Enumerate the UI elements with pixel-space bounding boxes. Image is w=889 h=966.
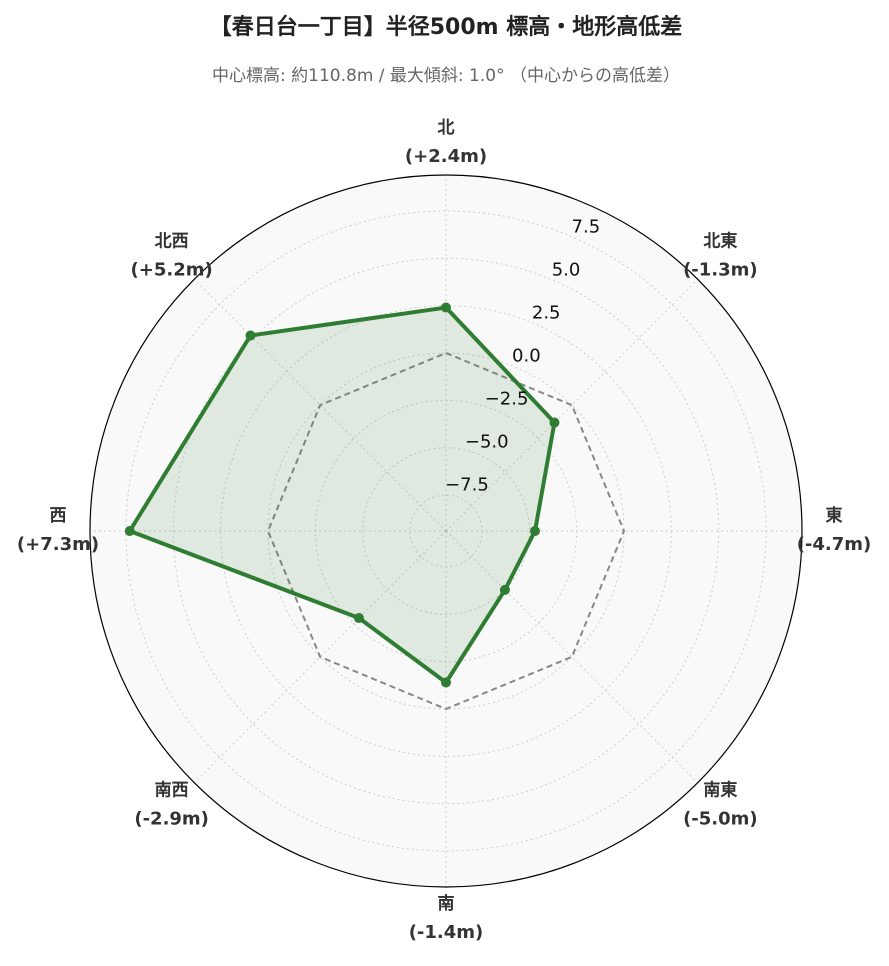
spoke: [445, 278, 699, 532]
value-label: (-1.3m): [683, 260, 758, 281]
spoke: [193, 530, 447, 784]
data-point: [353, 613, 364, 624]
grid-circle: [362, 447, 530, 615]
data-point: [124, 526, 135, 536]
r-tick-label: −2.5: [485, 389, 529, 410]
category-label: 東: [826, 505, 843, 526]
data-point: [441, 302, 451, 313]
data-point: [530, 526, 540, 536]
r-tick-label: 2.5: [532, 303, 561, 324]
baseline: [266, 351, 626, 711]
data-point: [499, 584, 510, 595]
data-point: [441, 677, 451, 688]
category-label: 北: [438, 118, 455, 138]
category-label: 北西: [155, 232, 189, 252]
value-label: (+2.4m): [405, 146, 487, 167]
outer-ring: [89, 174, 803, 888]
chart-title: 【春日台一丁目】半径500m 標高・地形高低差: [210, 14, 683, 40]
value-label: (+5.2m): [131, 260, 213, 281]
category-label: 南西: [155, 779, 189, 800]
value-label: (+7.3m): [17, 534, 99, 555]
r-tick-label: −7.5: [445, 475, 489, 496]
category-label: 南東: [703, 779, 737, 800]
data-point: [245, 330, 256, 341]
data-point: [549, 417, 560, 428]
category-label: 北東: [703, 231, 737, 252]
grid-circle: [172, 257, 720, 805]
value-label: (-1.4m): [409, 922, 484, 943]
r-tick-label: −5.0: [465, 432, 509, 453]
r-tick-label: 5.0: [552, 260, 581, 281]
spoke: [193, 278, 447, 532]
value-label: (-4.7m): [797, 534, 872, 555]
chart-subtitle: 中心標高: 約110.8m / 最大傾斜: 1.0° （中心からの高低差）: [212, 66, 680, 86]
r-tick-label: 7.5: [572, 217, 601, 238]
value-label: (-2.9m): [134, 808, 209, 829]
category-label: 南: [438, 893, 455, 914]
value-label: (-5.0m): [683, 808, 758, 829]
spoke: [445, 530, 699, 784]
category-label: 西: [50, 506, 67, 526]
r-tick-label: 0.0: [512, 346, 541, 367]
